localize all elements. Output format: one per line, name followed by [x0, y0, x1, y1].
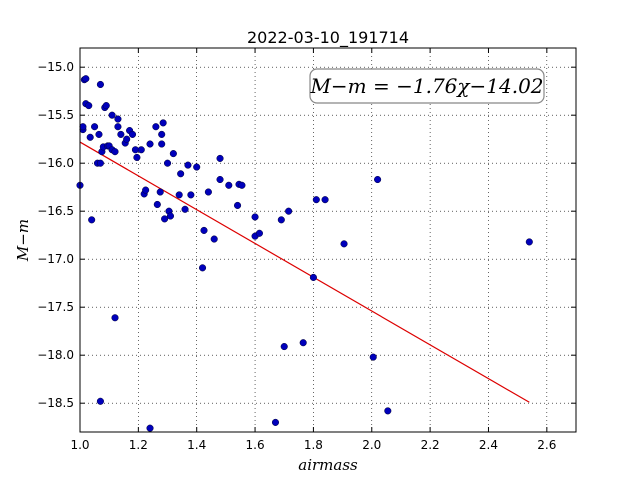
data-point — [184, 161, 192, 169]
plot-area — [80, 48, 576, 432]
data-point — [216, 175, 224, 184]
data-point — [369, 353, 377, 361]
data-point — [340, 240, 348, 248]
x-tick-labels: 1.0 1.2 1.4 1.6 1.8 2.0 2.2 2.4 2.6 — [70, 438, 556, 452]
data-point — [128, 130, 137, 138]
data-point — [312, 196, 320, 204]
data-point — [277, 216, 285, 224]
data-point — [169, 150, 177, 158]
data-point — [285, 207, 293, 215]
data-point — [238, 181, 246, 189]
data-point — [225, 181, 233, 189]
axis-ticks — [79, 48, 576, 432]
x-tick-label: 2.0 — [362, 438, 381, 452]
data-point — [161, 215, 169, 223]
data-point — [111, 314, 119, 322]
data-point — [146, 424, 154, 432]
data-point — [102, 102, 110, 110]
data-point — [384, 407, 392, 415]
data-point — [193, 163, 201, 171]
data-point — [95, 130, 103, 138]
data-point — [234, 201, 242, 209]
data-point — [111, 148, 119, 156]
data-point — [166, 212, 174, 220]
data-point — [123, 135, 131, 143]
data-points — [76, 75, 533, 432]
data-point — [114, 115, 122, 123]
data-point — [137, 146, 145, 154]
x-tick-label: 2.2 — [421, 438, 440, 452]
data-point — [177, 170, 185, 178]
fit-annotation: M−m = −1.76χ−14.02 — [309, 68, 545, 104]
data-point — [96, 80, 104, 89]
data-point — [133, 153, 141, 161]
data-point — [91, 123, 99, 131]
fit-line-layer — [79, 141, 530, 403]
data-point — [153, 200, 161, 209]
x-axis-label: airmass — [298, 456, 358, 474]
data-point — [96, 159, 104, 167]
y-tick-label: −17.5 — [37, 300, 74, 314]
data-point — [88, 216, 96, 224]
data-point — [117, 130, 125, 138]
x-tick-label: 1.0 — [70, 438, 89, 452]
data-point — [86, 133, 94, 141]
data-point — [299, 339, 307, 347]
data-point — [108, 111, 116, 119]
data-point — [204, 188, 212, 196]
data-point — [216, 154, 224, 162]
data-point — [175, 191, 183, 199]
fit-line — [79, 141, 530, 403]
y-tick-label: −18.0 — [37, 348, 74, 362]
data-point — [309, 273, 317, 281]
data-point — [85, 102, 93, 110]
x-tick-label: 1.2 — [129, 438, 148, 452]
data-point — [158, 130, 166, 138]
y-tick-label: −17.0 — [37, 252, 74, 266]
y-tick-labels: −15.0 −15.5 −16.0 −16.5 −17.0 −17.5 −18.0 −18.5 — [37, 60, 74, 410]
data-point — [146, 140, 154, 148]
data-point — [159, 119, 167, 127]
data-point — [280, 343, 288, 351]
data-point — [251, 213, 259, 221]
data-point — [374, 175, 382, 184]
x-tick-label: 1.6 — [246, 438, 265, 452]
annotation-box — [309, 68, 545, 104]
data-point — [271, 418, 280, 426]
y-tick-label: −15.5 — [37, 108, 74, 122]
data-point — [198, 264, 207, 272]
annotation-text: M−m = −1.76χ−14.02 — [309, 74, 543, 98]
grid-lines — [79, 48, 576, 432]
data-point — [187, 191, 195, 199]
data-point — [152, 123, 160, 131]
data-point — [210, 235, 218, 243]
data-point — [163, 159, 172, 167]
x-tick-label: 2.6 — [537, 438, 556, 452]
data-point — [181, 205, 189, 213]
y-tick-label: −15.0 — [37, 60, 74, 74]
data-point — [96, 397, 104, 405]
data-point — [255, 229, 263, 237]
plot-frame — [79, 47, 577, 433]
y-axis-label: M−m — [14, 219, 32, 262]
data-point — [158, 140, 166, 148]
x-tick-label: 2.4 — [479, 438, 498, 452]
data-point — [525, 238, 533, 246]
x-tick-label: 1.8 — [304, 438, 323, 452]
data-point — [142, 186, 150, 194]
y-tick-label: −16.0 — [37, 156, 74, 170]
chart-title: 2022-03-10_191714 — [247, 28, 409, 48]
y-tick-label: −18.5 — [37, 396, 74, 410]
data-point — [200, 226, 208, 234]
data-point — [321, 196, 329, 204]
data-point — [82, 75, 90, 83]
data-point — [156, 188, 164, 196]
data-point — [114, 123, 122, 131]
data-point — [79, 123, 87, 131]
y-tick-label: −16.5 — [37, 204, 74, 218]
x-tick-label: 1.4 — [187, 438, 206, 452]
